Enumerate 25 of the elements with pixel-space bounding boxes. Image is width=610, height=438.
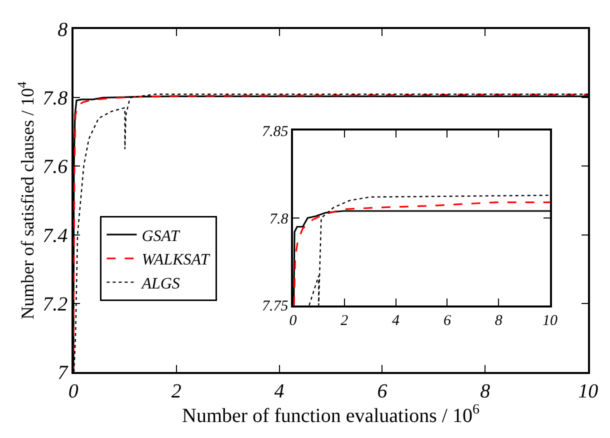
- x-tick-label: 10: [578, 380, 598, 403]
- y-tick-label: 7: [58, 362, 69, 384]
- x-tick-label: 8: [494, 313, 503, 330]
- x-tick-label: 6: [443, 313, 452, 330]
- legend-label: ALGS: [140, 275, 180, 292]
- y-tick-label: 7.2: [42, 293, 68, 316]
- y-tick-label: 7.6: [42, 156, 68, 178]
- y-tick-label: 7.8: [42, 88, 68, 110]
- x-tick-label: 10: [542, 313, 558, 330]
- y-tick-label: 7.4: [42, 224, 68, 247]
- x-tick-label: 6: [377, 380, 388, 403]
- y-tick-label: 8: [58, 19, 68, 42]
- x-tick-label: 4: [274, 380, 284, 403]
- y-tick-label: 7.8: [269, 211, 289, 228]
- y-tick-label: 7.75: [262, 298, 289, 315]
- x-tick-label: 8: [480, 380, 490, 403]
- x-tick-label: 4: [392, 313, 400, 330]
- legend-label: GSAT: [142, 228, 180, 245]
- x-tick-label: 0: [68, 380, 78, 403]
- y-tick-label: 7.85: [262, 124, 289, 140]
- legend-label: WALKSAT: [142, 252, 210, 269]
- x-tick-label: 0: [289, 313, 298, 330]
- x-tick-label: 2: [171, 380, 182, 403]
- x-axis-title: Number of function evaluations / 10$^{6}$: [182, 402, 480, 428]
- x-tick-label: 2: [340, 313, 349, 330]
